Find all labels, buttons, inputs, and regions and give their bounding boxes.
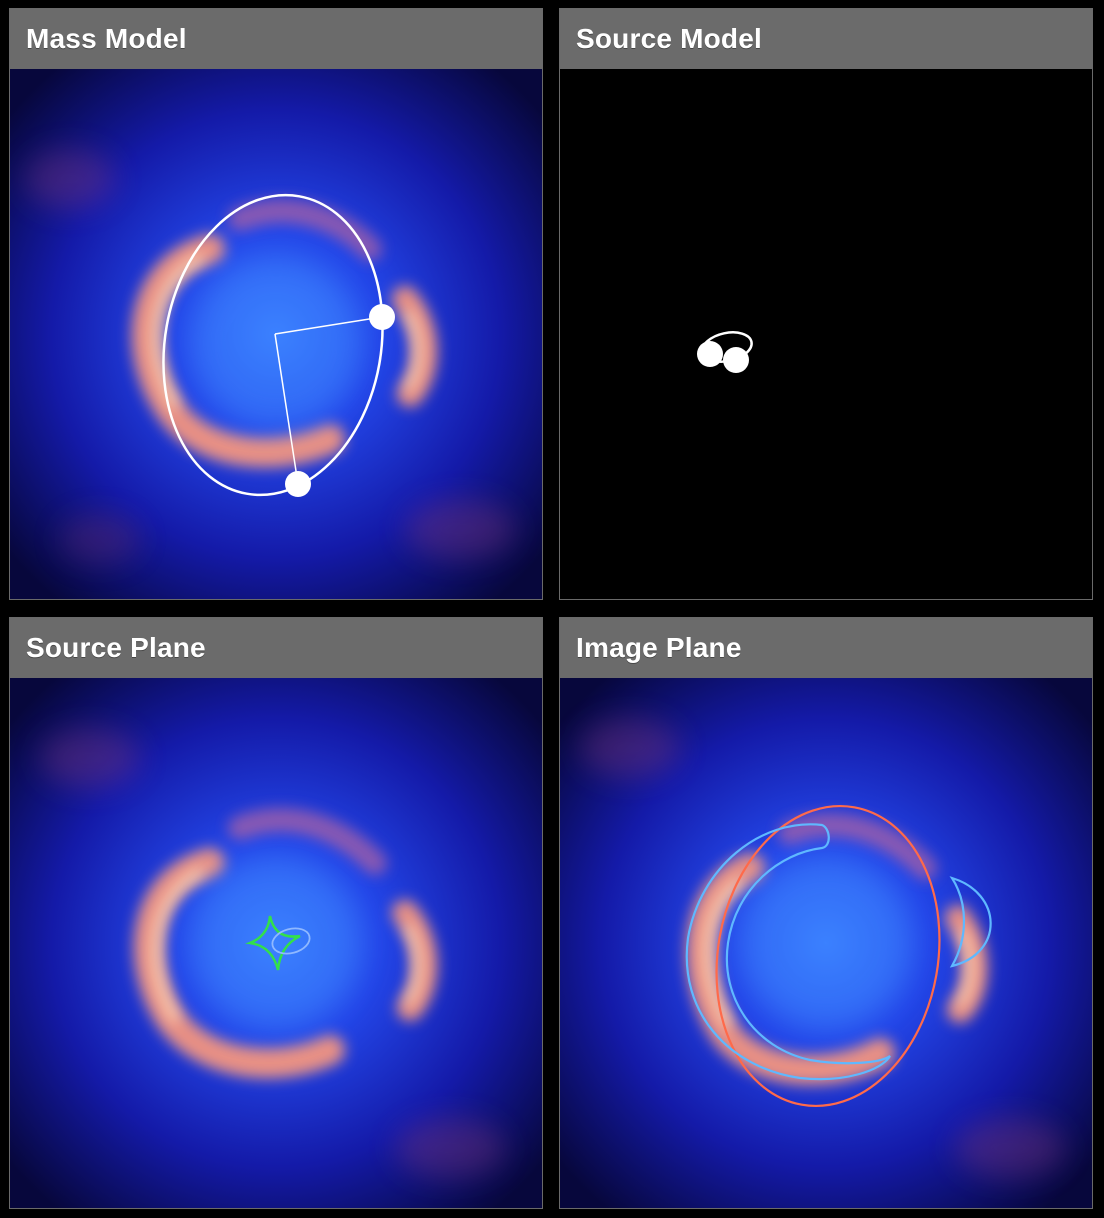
source-plane-panel: Source Plane <box>9 617 543 1209</box>
source-plane-canvas <box>10 678 542 1208</box>
source-model-canvas[interactable] <box>560 69 1092 599</box>
lensed-arc-image <box>685 823 891 1081</box>
mass-ellipse-group[interactable] <box>140 178 405 513</box>
source-plane-svg <box>10 678 542 1208</box>
background-haze <box>580 718 1065 1178</box>
background-haze <box>25 149 515 564</box>
source-shape-group[interactable] <box>697 328 754 373</box>
source-outline <box>271 927 311 955</box>
image-plane-svg <box>560 678 1092 1208</box>
source-plane-title: Source Plane <box>10 618 542 678</box>
lensed-counter-image <box>949 876 992 968</box>
lens-galaxy-glow <box>741 858 911 1028</box>
source-background <box>560 69 1092 599</box>
mass-model-panel: Mass Model <box>9 8 543 600</box>
ellipse-axis-handle[interactable] <box>369 304 395 330</box>
major-axis-line <box>274 316 383 335</box>
image-plane-title: Image Plane <box>560 618 1092 678</box>
source-size-handle[interactable] <box>723 347 749 373</box>
lens-galaxy-glow <box>191 858 361 1028</box>
mass-model-canvas[interactable] <box>10 69 542 599</box>
einstein-ring <box>133 808 438 1079</box>
ellipse-radius-handle[interactable] <box>285 471 311 497</box>
background-haze <box>40 728 505 1178</box>
image-plane-canvas <box>560 678 1092 1208</box>
caustic-curve <box>245 915 301 971</box>
source-model-panel: Source Model <box>559 8 1093 600</box>
mass-model-svg[interactable] <box>10 69 542 599</box>
minor-axis-line <box>274 333 299 485</box>
source-model-title: Source Model <box>560 9 1092 69</box>
mass-ellipse[interactable] <box>140 178 405 513</box>
source-model-svg[interactable] <box>560 69 1092 599</box>
mass-model-title: Mass Model <box>10 9 542 69</box>
critical-curve <box>715 804 941 1108</box>
image-plane-panel: Image Plane <box>559 617 1093 1209</box>
source-position-handle[interactable] <box>697 341 723 367</box>
